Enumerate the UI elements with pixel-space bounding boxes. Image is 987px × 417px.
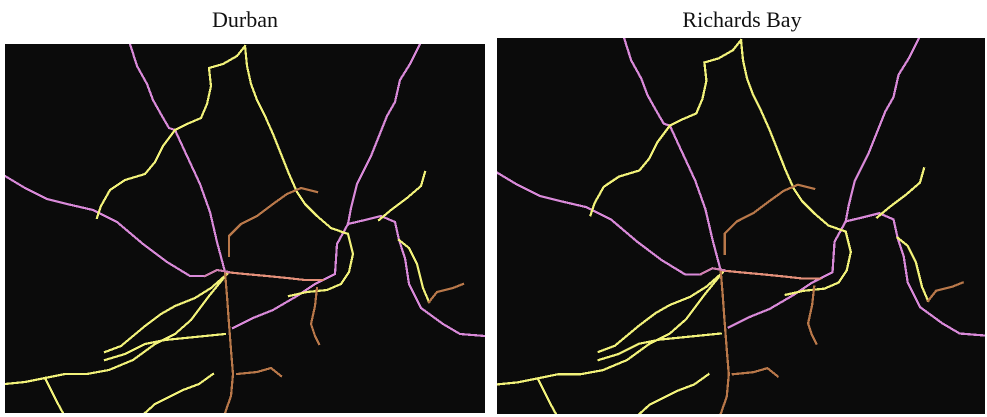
road-east bbox=[844, 212, 985, 337]
road-central-north bbox=[227, 186, 319, 258]
road-east-branch bbox=[287, 232, 355, 298]
road-south-east bbox=[231, 222, 350, 330]
road-north-ridge bbox=[243, 44, 350, 236]
road-south bbox=[143, 372, 215, 413]
road-south-east-spur bbox=[235, 366, 283, 378]
map-panel-richards-bay bbox=[497, 38, 985, 414]
road-west bbox=[5, 174, 207, 278]
road-central-north bbox=[723, 183, 816, 256]
road-south-east bbox=[727, 219, 848, 329]
road-south-central bbox=[103, 332, 227, 362]
road-central-east bbox=[719, 269, 822, 280]
road-mid-west bbox=[597, 270, 725, 354]
road-south-west bbox=[497, 270, 725, 386]
road-far-east-north bbox=[377, 170, 427, 222]
road-south bbox=[637, 372, 711, 414]
road-central-link bbox=[203, 268, 231, 278]
road-far-east-spur bbox=[926, 281, 965, 303]
road-south-east-spur bbox=[731, 366, 780, 378]
road-north-east bbox=[346, 44, 422, 226]
road-north-valley bbox=[589, 124, 672, 217]
road-south-west bbox=[5, 272, 229, 386]
road-south-spur bbox=[43, 376, 65, 413]
road-central-south bbox=[223, 270, 235, 413]
road-network-map bbox=[5, 44, 485, 413]
road-central-trunk bbox=[173, 128, 227, 274]
map-panel-durban bbox=[5, 44, 485, 413]
road-north-east bbox=[844, 38, 921, 223]
road-south-central bbox=[597, 332, 722, 362]
road-north-west bbox=[128, 44, 177, 132]
road-west bbox=[497, 171, 702, 276]
road-central-east bbox=[223, 270, 325, 282]
road-north-loop bbox=[173, 44, 247, 132]
road-north-loop bbox=[668, 38, 743, 128]
road-north-ridge bbox=[739, 38, 848, 234]
road-far-east-south bbox=[397, 238, 431, 304]
road-far-east-north bbox=[875, 167, 926, 219]
road-far-east-south bbox=[895, 236, 930, 303]
road-east-branch bbox=[784, 230, 852, 297]
road-mid-west bbox=[103, 272, 229, 354]
road-central-link bbox=[698, 267, 727, 276]
road-north-west bbox=[622, 38, 672, 128]
road-east-lower bbox=[309, 286, 321, 346]
road-east-lower bbox=[806, 285, 818, 346]
road-north-valley bbox=[95, 128, 177, 220]
panel-title-richards-bay: Richards Bay bbox=[682, 7, 802, 32]
road-network-map bbox=[497, 38, 985, 414]
road-east bbox=[346, 214, 485, 338]
panel-title-durban: Durban bbox=[212, 7, 278, 32]
road-south-spur bbox=[536, 376, 558, 414]
road-central-south bbox=[719, 269, 730, 414]
road-central-trunk bbox=[668, 124, 723, 272]
road-far-east-spur bbox=[427, 282, 465, 304]
